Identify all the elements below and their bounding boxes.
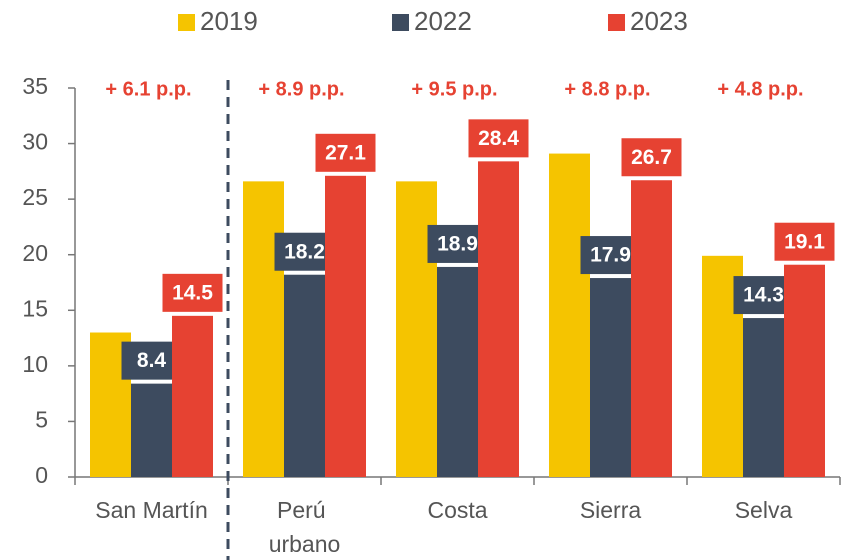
x-tick-label: Perú urbano	[269, 497, 341, 557]
x-tick-label: Selva	[735, 497, 793, 523]
value-label: 18.2	[284, 240, 325, 263]
y-tick-label: 10	[22, 351, 48, 377]
y-tick-label: 15	[22, 295, 48, 321]
value-label: 17.9	[590, 244, 631, 267]
bar	[631, 180, 672, 477]
bar	[243, 181, 284, 478]
x-tick-label-line: urbano	[269, 531, 341, 557]
y-tick-label: 35	[22, 73, 48, 99]
value-label: 8.4	[137, 349, 167, 372]
y-tick-label: 0	[35, 462, 48, 488]
value-label-box	[621, 138, 682, 177]
x-tick-label-line: Perú	[277, 497, 332, 523]
value-label: 26.7	[631, 146, 672, 169]
legend-swatch	[608, 14, 625, 31]
value-label-box	[427, 224, 488, 263]
value-label: 19.1	[784, 230, 825, 253]
value-label: 27.1	[325, 141, 366, 164]
annotation: + 6.1 p.p.	[105, 78, 191, 100]
value-label-box	[468, 119, 529, 158]
bar	[437, 266, 478, 477]
legend-label: 2023	[630, 6, 688, 36]
value-label-box	[580, 236, 641, 275]
value-label-box	[315, 133, 376, 172]
bar	[131, 383, 172, 477]
bar	[743, 318, 784, 477]
y-tick-label: 20	[22, 240, 48, 266]
bar	[172, 315, 213, 477]
bar	[549, 153, 590, 477]
bar	[478, 161, 519, 477]
value-label: 14.3	[743, 284, 784, 307]
annotation: + 9.5 p.p.	[411, 78, 497, 100]
annotation: + 4.8 p.p.	[717, 78, 803, 100]
legend-label: 2019	[200, 6, 258, 36]
bar	[325, 175, 366, 477]
x-tick-label: Costa	[427, 497, 487, 523]
value-label: 18.9	[437, 232, 478, 255]
value-label: 14.5	[172, 281, 213, 304]
value-label: 28.4	[478, 127, 519, 150]
value-label-box	[274, 232, 335, 271]
value-label-box	[733, 276, 794, 315]
y-tick-label: 30	[22, 129, 48, 155]
value-label-box	[121, 341, 182, 380]
bar	[590, 278, 631, 477]
legend-swatch	[178, 14, 195, 31]
bar	[284, 274, 325, 477]
y-tick-label: 5	[35, 407, 48, 433]
value-label-box	[162, 273, 223, 312]
annotation: + 8.9 p.p.	[258, 78, 344, 100]
value-label-box	[774, 222, 835, 261]
legend-swatch	[392, 14, 409, 31]
x-tick-label: San Martín	[95, 497, 208, 523]
bar	[784, 264, 825, 477]
y-tick-label: 25	[22, 184, 48, 210]
legend-label: 2022	[414, 6, 472, 36]
x-tick-label: Sierra	[580, 497, 642, 523]
annotation: + 8.8 p.p.	[564, 78, 650, 100]
